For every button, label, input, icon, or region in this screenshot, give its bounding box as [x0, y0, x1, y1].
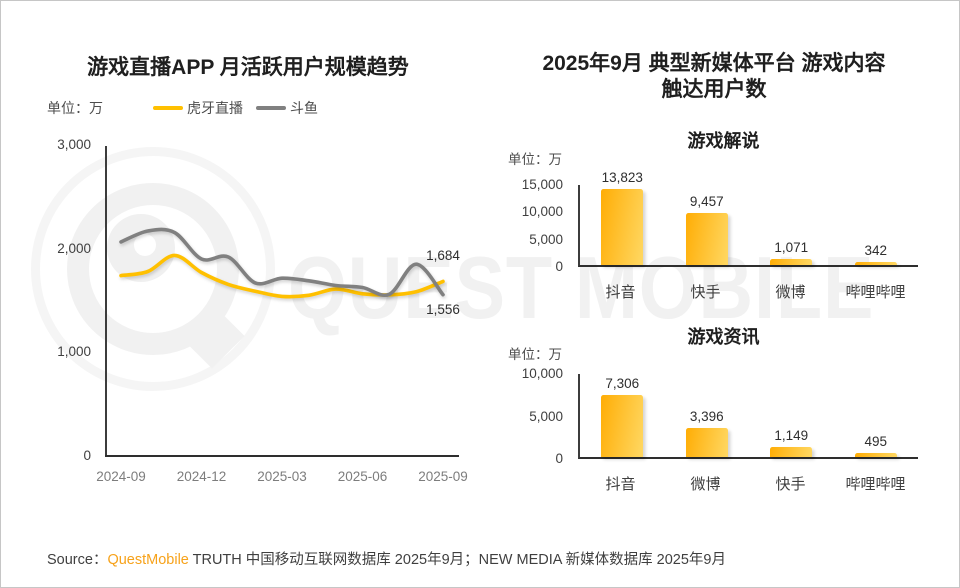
bar-column: 9,457 [665, 185, 750, 265]
line-series-douyu [119, 227, 445, 297]
bar [854, 261, 897, 265]
line-x-tick-label: 2025-09 [418, 469, 468, 484]
bar [854, 452, 897, 457]
bar-category-label: 抖音 [605, 284, 636, 301]
bar-category-label: 哔哩哔哩 [845, 476, 906, 493]
bar-category-label: 快手 [690, 284, 721, 301]
bar-chart-2-title: 游戏资讯 [687, 327, 760, 347]
line-end-value-label: 1,556 [426, 301, 460, 317]
bar-chart-1-title: 游戏解说 [687, 131, 760, 151]
line-y-tick-label: 0 [83, 448, 91, 463]
legend-line-swatch-huya [153, 106, 183, 110]
bar [685, 428, 728, 457]
line-chart-y-axis-line [105, 146, 107, 456]
bar-category-row: 抖音 微博 快手 哔哩哔哩 [578, 473, 918, 494]
bar [601, 394, 644, 457]
bar-value-label: 342 [864, 242, 888, 258]
legend-label-huya: 虎牙直播 [187, 100, 243, 116]
bar-y-tick-label: 5,000 [529, 231, 563, 247]
questmobile-logo-outer-ring-icon [31, 147, 275, 391]
bar-value-label: 3,396 [689, 409, 724, 425]
bar-column: 7,306 [580, 374, 665, 457]
source-text: TRUTH 中国移动互联网数据库 2025年9月；NEW MEDIA 新媒体数据… [188, 552, 726, 568]
right-panel-title: 2025年9月 典型新媒体平台 游戏内容 触达用户数 [499, 51, 929, 103]
line-x-tick-label: 2024-12 [176, 469, 227, 484]
bar-category-label: 抖音 [605, 476, 636, 493]
source-label: Source： [47, 552, 108, 568]
bar-plot-area: 7,306 3,396 1,149 495 [578, 374, 918, 459]
bar-category-label: 快手 [775, 476, 806, 493]
bar-column: 13,823 [580, 170, 665, 265]
line-x-tick-label: 2024-09 [96, 469, 146, 484]
bar-value-label: 1,071 [774, 240, 809, 256]
bar-y-tick-label: 0 [555, 259, 563, 274]
bar-y-tick-label: 5,000 [529, 408, 563, 424]
right-panel-title-line1: 2025年9月 典型新媒体平台 游戏内容 [542, 52, 886, 75]
legend-item-douyu: 斗鱼 [256, 98, 318, 118]
line-chart-plot [119, 227, 445, 299]
line-chart-legend: 虎牙直播 斗鱼 [153, 98, 318, 118]
bar [685, 213, 728, 265]
bar-value-label: 7,306 [605, 375, 640, 391]
line-chart-unit-label: 单位：万 [47, 100, 103, 116]
bar-column: 3,396 [665, 374, 750, 457]
legend-item-huya: 虎牙直播 [153, 98, 243, 118]
legend-line-swatch-douyu [256, 106, 286, 110]
bar-column: 1,149 [749, 374, 834, 457]
bar-chart-2-unit-label: 单位：万 [508, 347, 562, 362]
line-x-tick-label: 2025-03 [257, 469, 307, 484]
bar-value-label: 495 [864, 433, 888, 449]
bar-y-tick-label: 10,000 [521, 366, 563, 381]
bar-value-label: 9,457 [689, 194, 724, 210]
bar-y-tick-label: 0 [555, 451, 563, 466]
source-brand: QuestMobile [107, 552, 189, 568]
bar-y-tick-label: 15,000 [521, 177, 563, 192]
bar-column: 1,071 [749, 185, 834, 265]
line-chart-title: 游戏直播APP 月活跃用户规模趋势 [87, 56, 409, 79]
watermark-text: QUEST MOBILE [288, 238, 875, 337]
bar-column: 495 [834, 374, 919, 457]
bar-column: 342 [834, 185, 919, 265]
questmobile-logo-eye-icon [134, 234, 156, 256]
bar-plot-area: 13,823 9,457 1,071 342 [578, 170, 919, 267]
bar [770, 447, 813, 457]
bar-value-label: 13,823 [601, 170, 643, 186]
bar-y-tick-label: 10,000 [521, 204, 563, 220]
bar-category-label: 微博 [690, 476, 721, 493]
bar-category-label: 哔哩哔哩 [845, 284, 906, 301]
line-x-tick-label: 2025-06 [337, 469, 388, 484]
bar-category-row: 抖音 快手 微博 哔哩哔哩 [578, 281, 918, 302]
right-panel-title-line2: 触达用户数 [661, 78, 767, 101]
bar-chart-1-unit-label: 单位：万 [508, 152, 562, 167]
line-end-value-label: 1,684 [426, 248, 460, 264]
line-y-tick-label: 1,000 [57, 344, 91, 360]
line-chart-x-axis-line [105, 455, 459, 457]
bar [601, 189, 644, 265]
line-y-tick-label: 2,000 [57, 240, 91, 256]
bar-value-label: 1,149 [774, 428, 809, 444]
legend-label-douyu: 斗鱼 [290, 100, 318, 116]
bar [770, 259, 813, 265]
source-line: Source：QuestMobile TRUTH 中国移动互联网数据库 2025… [47, 548, 726, 569]
line-y-tick-label: 3,000 [57, 137, 91, 152]
bar-category-label: 微博 [775, 284, 806, 301]
